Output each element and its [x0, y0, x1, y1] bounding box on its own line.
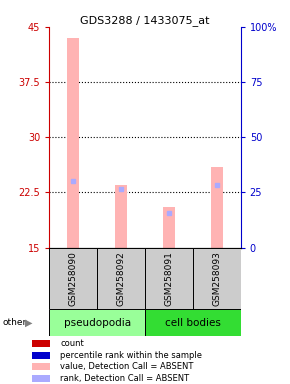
Bar — [67, 38, 79, 248]
Bar — [49, 248, 97, 309]
Text: rank, Detection Call = ABSENT: rank, Detection Call = ABSENT — [60, 374, 189, 383]
Text: percentile rank within the sample: percentile rank within the sample — [60, 351, 202, 360]
Bar — [145, 248, 193, 309]
Bar — [145, 309, 241, 336]
Text: GSM258093: GSM258093 — [212, 251, 221, 306]
Text: count: count — [60, 339, 84, 348]
Text: GSM258091: GSM258091 — [164, 251, 173, 306]
Bar — [97, 248, 145, 309]
Text: GSM258092: GSM258092 — [117, 251, 126, 306]
Bar — [32, 351, 50, 359]
Bar — [193, 248, 241, 309]
Bar — [49, 309, 145, 336]
Text: ▶: ▶ — [25, 318, 32, 328]
Text: value, Detection Call = ABSENT: value, Detection Call = ABSENT — [60, 362, 194, 371]
Bar — [211, 167, 223, 248]
Title: GDS3288 / 1433075_at: GDS3288 / 1433075_at — [80, 15, 210, 26]
Bar — [115, 185, 127, 248]
Text: cell bodies: cell bodies — [165, 318, 221, 328]
Text: GSM258090: GSM258090 — [69, 251, 78, 306]
Bar — [32, 374, 50, 382]
Bar — [163, 207, 175, 248]
Text: pseudopodia: pseudopodia — [64, 318, 131, 328]
Text: other: other — [3, 318, 27, 327]
Bar — [32, 340, 50, 348]
Bar — [32, 363, 50, 371]
